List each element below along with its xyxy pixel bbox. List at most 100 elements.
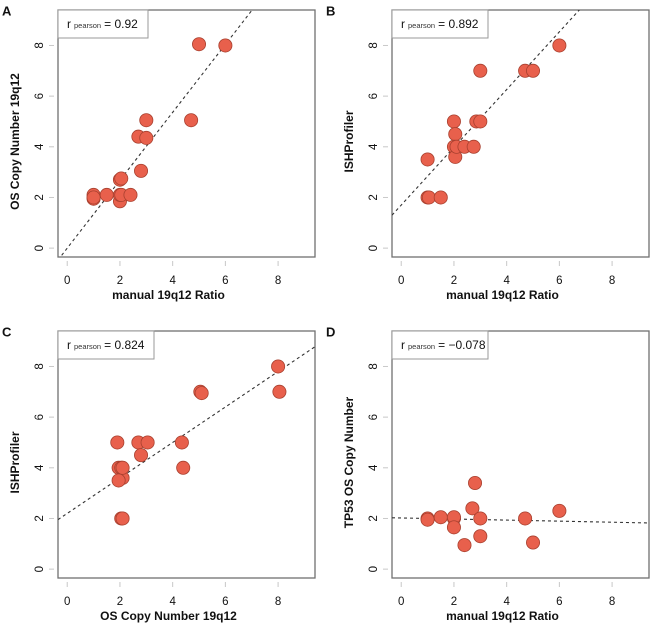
y-tick-label: 2 (368, 515, 380, 521)
y-tick-label: 0 (34, 566, 46, 572)
legend-text: r pearson = 0.892 (401, 17, 479, 31)
x-tick-label: 2 (451, 275, 457, 287)
legend-box (57, 330, 155, 360)
data-point (139, 130, 154, 145)
panel-letter: C (2, 324, 12, 339)
x-tick-label: 8 (609, 596, 615, 608)
y-tick-label: 4 (368, 143, 380, 150)
data-point (446, 520, 461, 535)
x-tick-label: 8 (275, 596, 281, 608)
data-point (552, 38, 567, 53)
legend-value: = −0.078 (438, 338, 486, 352)
data-point (421, 190, 436, 205)
y-tick-label: 8 (34, 363, 46, 369)
plot-frame (391, 330, 650, 579)
data-point (134, 448, 149, 463)
x-tick-label: 0 (64, 596, 70, 608)
y-tick-label: 0 (34, 245, 46, 251)
data-point (420, 512, 435, 527)
panel-letter: A (2, 3, 12, 18)
x-tick-label: 6 (222, 596, 228, 608)
data-point (420, 152, 435, 167)
panel-c: C 0 2 4 6 8 0 2 4 6 8 OS Copy Number 19q12 ISHProfil… (2, 324, 316, 623)
data-point (194, 386, 209, 401)
data-point (465, 501, 480, 516)
y-tick-label: 2 (34, 515, 46, 521)
data-point (433, 510, 448, 525)
legend-box (57, 9, 149, 39)
data-point (518, 511, 533, 526)
legend-value: = 0.824 (104, 338, 145, 352)
panel-letter: D (326, 324, 335, 339)
data-point (139, 113, 154, 128)
data-point (466, 139, 481, 154)
legend-r: r (67, 338, 71, 352)
data-point (114, 171, 129, 186)
x-tick-label: 6 (556, 275, 562, 287)
data-point (110, 435, 125, 450)
data-point (473, 114, 488, 129)
y-tick-label: 2 (34, 194, 46, 200)
x-tick-label: 8 (609, 275, 615, 287)
x-axis-label: manual 19q12 Ratio (112, 288, 225, 302)
legend: r pearson = 0.824 (57, 330, 155, 360)
data-point (552, 503, 567, 518)
x-tick-label: 0 (64, 275, 70, 287)
data-point (468, 475, 483, 490)
x-tick-label: 2 (451, 596, 457, 608)
data-point (526, 535, 541, 550)
data-point (111, 473, 126, 488)
x-tick-label: 0 (398, 596, 404, 608)
data-point (433, 190, 448, 205)
data-point (448, 127, 463, 142)
x-axis-label: OS Copy Number 19q12 (100, 609, 237, 623)
data-point (473, 529, 488, 544)
x-tick-label: 6 (556, 596, 562, 608)
y-axis-label: OS Copy Number 19q12 (8, 73, 22, 210)
data-point (446, 114, 461, 129)
x-tick-label: 8 (275, 275, 281, 287)
x-tick-label: 4 (169, 596, 176, 608)
x-tick-label: 0 (398, 275, 404, 287)
legend: r pearson = 0.92 (57, 9, 149, 39)
y-tick-label: 6 (34, 93, 46, 99)
legend-subscript: pearson (408, 342, 435, 351)
legend-subscript: pearson (74, 21, 101, 30)
data-point (272, 384, 287, 399)
y-tick-label: 6 (368, 414, 380, 420)
data-point (115, 460, 130, 475)
y-tick-label: 8 (368, 363, 380, 369)
y-tick-label: 6 (34, 414, 46, 420)
panel-b: B 0 2 4 6 8 0 2 4 6 8 manual 19q12 Ratio ISHProfiler… (326, 3, 650, 302)
y-tick-label: 4 (34, 143, 46, 150)
data-point (184, 113, 199, 128)
y-tick-label: 4 (34, 464, 46, 471)
legend-box (391, 9, 489, 39)
plot-frame (391, 9, 650, 258)
regression-line (58, 346, 315, 521)
legend-r: r (401, 17, 405, 31)
legend-subscript: pearson (74, 342, 101, 351)
y-tick-label: 4 (368, 464, 380, 471)
legend-r: r (401, 338, 405, 352)
x-tick-label: 2 (117, 596, 123, 608)
legend-text: r pearson = −0.078 (401, 338, 486, 352)
data-point (174, 435, 189, 450)
y-axis-label: ISHProfiler (8, 431, 22, 493)
data-point (192, 37, 207, 52)
legend-box (391, 330, 489, 360)
data-point (86, 190, 101, 205)
x-axis-label: manual 19q12 Ratio (446, 288, 559, 302)
legend: r pearson = −0.078 (391, 330, 489, 360)
x-tick-label: 4 (169, 275, 176, 287)
y-axis-label: TP53 OS Copy Number (342, 396, 356, 528)
plot-frame (57, 9, 316, 258)
data-point (99, 187, 114, 202)
data-point (140, 435, 155, 450)
legend-value: = 0.92 (104, 17, 138, 31)
data-point (473, 511, 488, 526)
y-tick-label: 8 (34, 42, 46, 48)
plot-frame (57, 330, 316, 579)
panel-a: A 0 2 4 6 8 0 2 4 6 8 manual 19q12 Ratio OS Copy Num… (2, 3, 316, 302)
